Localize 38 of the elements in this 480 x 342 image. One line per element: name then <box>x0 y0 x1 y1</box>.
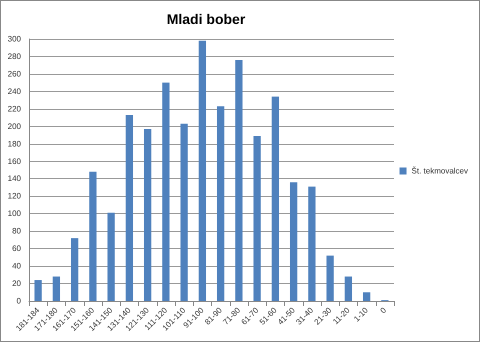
bar <box>162 82 170 301</box>
bar <box>52 276 60 301</box>
y-tick-label: 20 <box>12 279 22 288</box>
bar <box>344 276 352 301</box>
y-tick-label: 220 <box>8 104 22 114</box>
bar <box>180 124 188 301</box>
bar <box>216 106 224 301</box>
y-tick-label: 60 <box>12 244 22 254</box>
bar <box>126 114 134 301</box>
bar <box>107 212 115 301</box>
bar <box>290 182 298 301</box>
chart-title: Mladi bober <box>166 11 246 27</box>
y-tick-label: 0 <box>16 296 22 306</box>
y-tick-label: 200 <box>8 122 22 131</box>
bar <box>362 292 370 301</box>
y-tick-label: 180 <box>8 139 22 148</box>
bar <box>326 256 334 301</box>
y-tick-label: 300 <box>8 34 22 44</box>
bar <box>89 172 97 301</box>
y-tick-label: 160 <box>8 156 22 166</box>
bar <box>34 280 42 301</box>
y-tick-label: 240 <box>8 86 22 96</box>
bar <box>144 128 152 301</box>
y-tick-label: 40 <box>12 262 22 271</box>
y-tick-label: 100 <box>8 209 22 218</box>
y-tick-label: 80 <box>12 226 22 236</box>
bar <box>235 60 243 301</box>
y-tick-label: 140 <box>8 174 22 184</box>
y-tick-label: 260 <box>8 69 22 78</box>
bar <box>308 186 316 301</box>
bar <box>253 136 261 301</box>
bar <box>70 238 78 301</box>
y-tick-label: 120 <box>8 192 22 201</box>
x-tick-label: 0 <box>378 305 388 316</box>
bar <box>198 40 206 301</box>
legend-label: Št. tekmovalcev <box>412 166 468 176</box>
bar <box>272 96 280 301</box>
y-tick-label: 280 <box>8 52 22 61</box>
